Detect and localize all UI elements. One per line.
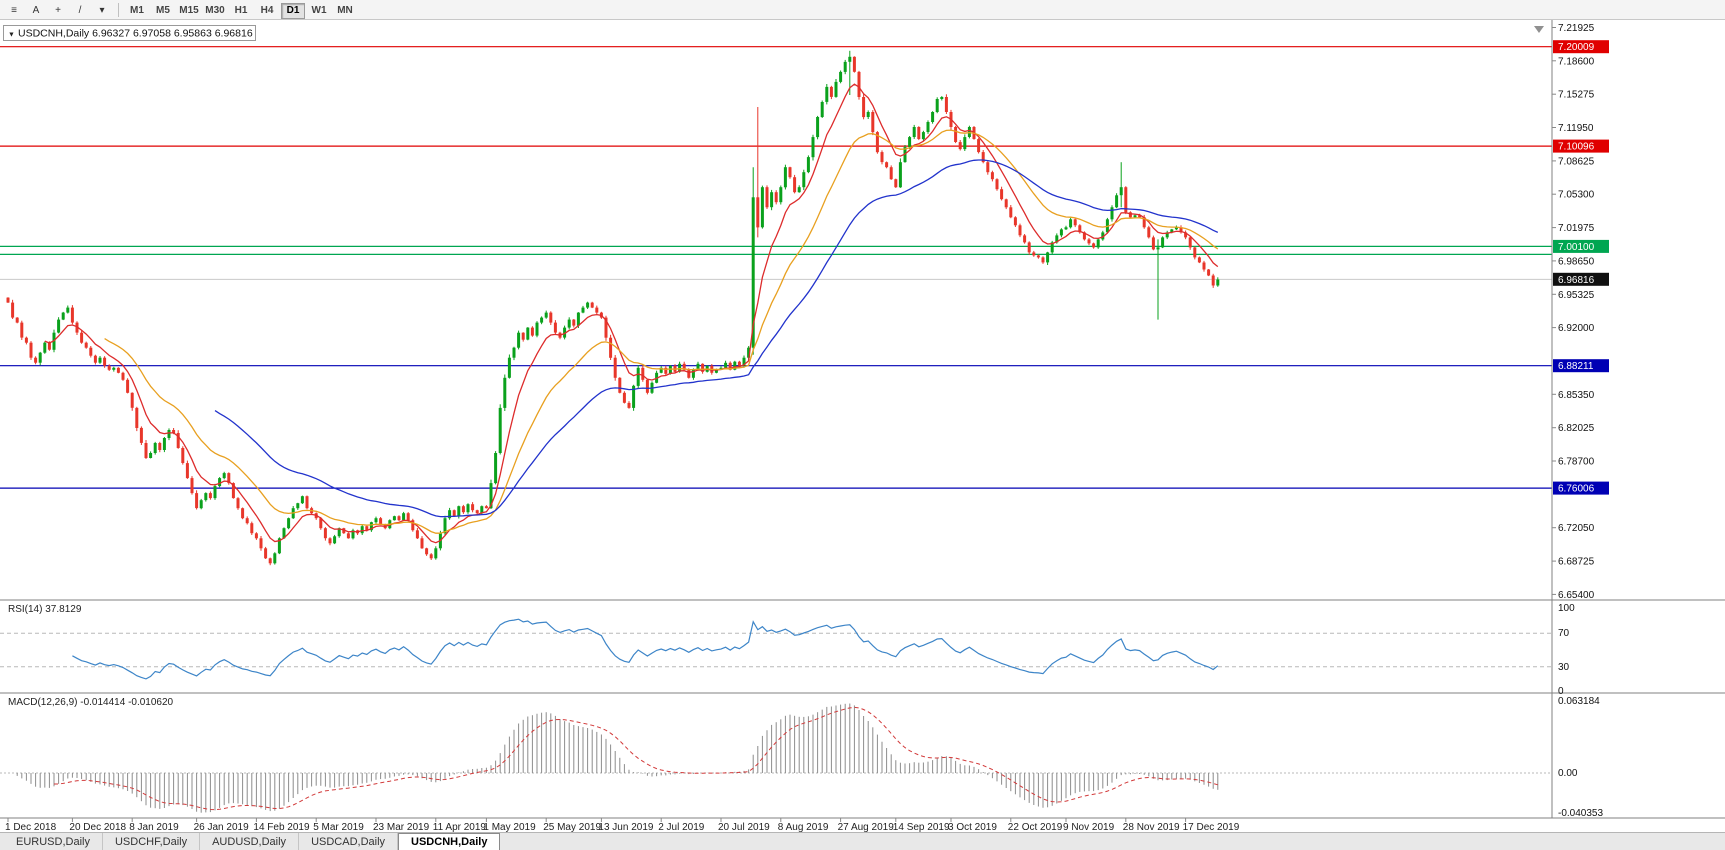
svg-text:0: 0 (1558, 686, 1564, 697)
chart-tab-eurusd[interactable]: EURUSD,Daily (4, 833, 103, 850)
svg-text:14 Sep 2019: 14 Sep 2019 (893, 822, 950, 832)
symbol-collapse-icon: ▼ (8, 32, 15, 39)
timeframe-button-d1[interactable]: D1 (281, 2, 305, 19)
svg-text:7.21925: 7.21925 (1558, 23, 1595, 34)
svg-text:6.72050: 6.72050 (1558, 523, 1595, 534)
svg-text:20 Dec 2018: 20 Dec 2018 (69, 822, 126, 832)
chart-shift-marker-icon[interactable] (1534, 26, 1544, 33)
svg-text:30: 30 (1558, 662, 1570, 673)
charts-list-icon[interactable]: ≡ (4, 3, 24, 19)
horizontal-level-lines[interactable] (0, 46, 1552, 489)
svg-text:7.11950: 7.11950 (1558, 123, 1594, 134)
timeframe-button-m1[interactable]: M1 (125, 3, 149, 19)
svg-text:1 May 2019: 1 May 2019 (483, 822, 536, 832)
svg-text:7.00100: 7.00100 (1558, 242, 1595, 253)
svg-text:20 Jul 2019: 20 Jul 2019 (718, 822, 770, 832)
moving-average-ma-fast (44, 83, 1219, 544)
moving-average-ma-slow (214, 159, 1219, 518)
svg-text:6.96816: 6.96816 (1558, 275, 1595, 286)
toolbar-left-icons: ≡ A + / ▾ (3, 0, 113, 19)
current-price-label (1553, 272, 1609, 286)
macd-label: MACD(12,26,9) -0.014414 -0.010620 (8, 697, 174, 708)
timeframe-button-h1[interactable]: H1 (229, 3, 253, 19)
rsi-panel: RSI(14) 37.8129 100 70 30 0 (0, 603, 1575, 697)
svg-text:17 Dec 2019: 17 Dec 2019 (1183, 822, 1240, 832)
moving-average-ma-mid (104, 129, 1219, 534)
svg-text:100: 100 (1558, 603, 1575, 614)
svg-text:7.08625: 7.08625 (1558, 156, 1595, 167)
top-toolbar: ≡ A + / ▾ M1 M5 M15 M30 H1 H4 D1 W1 MN (0, 0, 1725, 20)
svg-text:70: 70 (1558, 628, 1570, 639)
svg-text:23 Mar 2019: 23 Mar 2019 (373, 822, 430, 832)
svg-text:8 Jan 2019: 8 Jan 2019 (129, 822, 179, 832)
svg-text:6.82025: 6.82025 (1558, 423, 1595, 434)
svg-text:11 Apr 2019: 11 Apr 2019 (433, 822, 487, 832)
svg-text:7.18600: 7.18600 (1558, 56, 1595, 67)
svg-text:22 Oct 2019: 22 Oct 2019 (1008, 822, 1063, 832)
svg-text:6.92000: 6.92000 (1558, 323, 1595, 334)
svg-text:1 Dec 2018: 1 Dec 2018 (5, 822, 57, 832)
macd-signal-line (54, 706, 1218, 811)
svg-text:8 Aug 2019: 8 Aug 2019 (778, 822, 829, 832)
svg-text:25 May 2019: 25 May 2019 (543, 822, 601, 832)
svg-text:9 Nov 2019: 9 Nov 2019 (1063, 822, 1115, 832)
chart-tab-audusd[interactable]: AUDUSD,Daily (200, 833, 300, 850)
tools-dropdown-icon[interactable]: ▾ (92, 3, 112, 19)
timeframe-button-group: M1 M5 M15 M30 H1 H4 D1 W1 MN (124, 0, 358, 19)
svg-text:13 Jun 2019: 13 Jun 2019 (598, 822, 653, 832)
timeframe-button-m15[interactable]: M15 (177, 3, 201, 19)
date-axis[interactable]: 1 Dec 2018 20 Dec 2018 8 Jan 2019 26 Jan 20… (5, 818, 1240, 833)
svg-text:14 Feb 2019: 14 Feb 2019 (253, 822, 310, 832)
timeframe-button-m30[interactable]: M30 (203, 3, 227, 19)
svg-text:7.05300: 7.05300 (1558, 190, 1595, 201)
svg-text:7.15275: 7.15275 (1558, 90, 1595, 101)
chart-tab-usdcnh[interactable]: USDCNH,Daily (398, 833, 501, 850)
text-annotation-icon[interactable]: A (26, 3, 46, 19)
timeframe-button-h4[interactable]: H4 (255, 3, 279, 19)
svg-text:3 Oct 2019: 3 Oct 2019 (948, 822, 997, 832)
timeframe-button-m5[interactable]: M5 (151, 3, 175, 19)
chart-area[interactable]: RSI(14) 37.8129 100 70 30 0 MACD(12,26,9) -0.… (0, 20, 1725, 833)
svg-text:6.98650: 6.98650 (1558, 256, 1595, 267)
timeframe-button-w1[interactable]: W1 (307, 3, 331, 19)
svg-text:7.01975: 7.01975 (1558, 223, 1595, 234)
toolbar-separator (118, 2, 119, 17)
svg-text:7.20009: 7.20009 (1558, 42, 1595, 53)
svg-text:7.10096: 7.10096 (1558, 142, 1595, 153)
chart-tab-usdchf[interactable]: USDCHF,Daily (103, 833, 201, 850)
rsi-line (72, 618, 1219, 680)
trendline-tool-icon[interactable]: / (70, 3, 90, 19)
crosshair-icon[interactable]: + (48, 3, 68, 19)
timeframe-button-mn[interactable]: MN (333, 3, 357, 19)
svg-text:2 Jul 2019: 2 Jul 2019 (658, 822, 705, 832)
svg-text:6.65400: 6.65400 (1558, 590, 1595, 601)
symbol-title: USDCNH,Daily 6.96327 6.97058 6.95863 6.9… (18, 28, 253, 40)
svg-text:6.68725: 6.68725 (1558, 557, 1595, 568)
svg-text:0.063184: 0.063184 (1558, 696, 1600, 707)
rsi-label: RSI(14) 37.8129 (8, 604, 82, 615)
price-axis[interactable]: 7.21925 7.18600 7.15275 7.11950 7.08625 7.053… (1552, 23, 1609, 601)
svg-text:27 Aug 2019: 27 Aug 2019 (838, 822, 895, 832)
chart-tab-usdcad[interactable]: USDCAD,Daily (299, 833, 399, 850)
macd-panel: MACD(12,26,9) -0.014414 -0.010620 0.06318… (0, 696, 1603, 819)
svg-text:6.85350: 6.85350 (1558, 390, 1595, 401)
chart-tabs-bar: EURUSD,Daily USDCHF,Daily AUDUSD,Daily USDC… (0, 832, 1725, 850)
svg-text:5 Mar 2019: 5 Mar 2019 (313, 822, 364, 832)
svg-text:28 Nov 2019: 28 Nov 2019 (1123, 822, 1180, 832)
svg-text:0.00: 0.00 (1558, 768, 1578, 779)
svg-text:6.76006: 6.76006 (1558, 484, 1595, 495)
svg-text:6.88211: 6.88211 (1558, 361, 1594, 372)
symbol-header[interactable]: ▼ USDCNH,Daily 6.96327 6.97058 6.95863 6.… (3, 25, 256, 41)
panel-separators (0, 20, 1725, 819)
candlestick-series (6, 50, 1220, 566)
svg-text:6.95325: 6.95325 (1558, 290, 1595, 301)
chart-surface[interactable] (0, 20, 1552, 600)
svg-text:6.78700: 6.78700 (1558, 457, 1595, 468)
svg-text:-0.040353: -0.040353 (1558, 808, 1603, 819)
macd-histogram (16, 703, 1219, 813)
svg-text:26 Jan 2019: 26 Jan 2019 (194, 822, 249, 832)
